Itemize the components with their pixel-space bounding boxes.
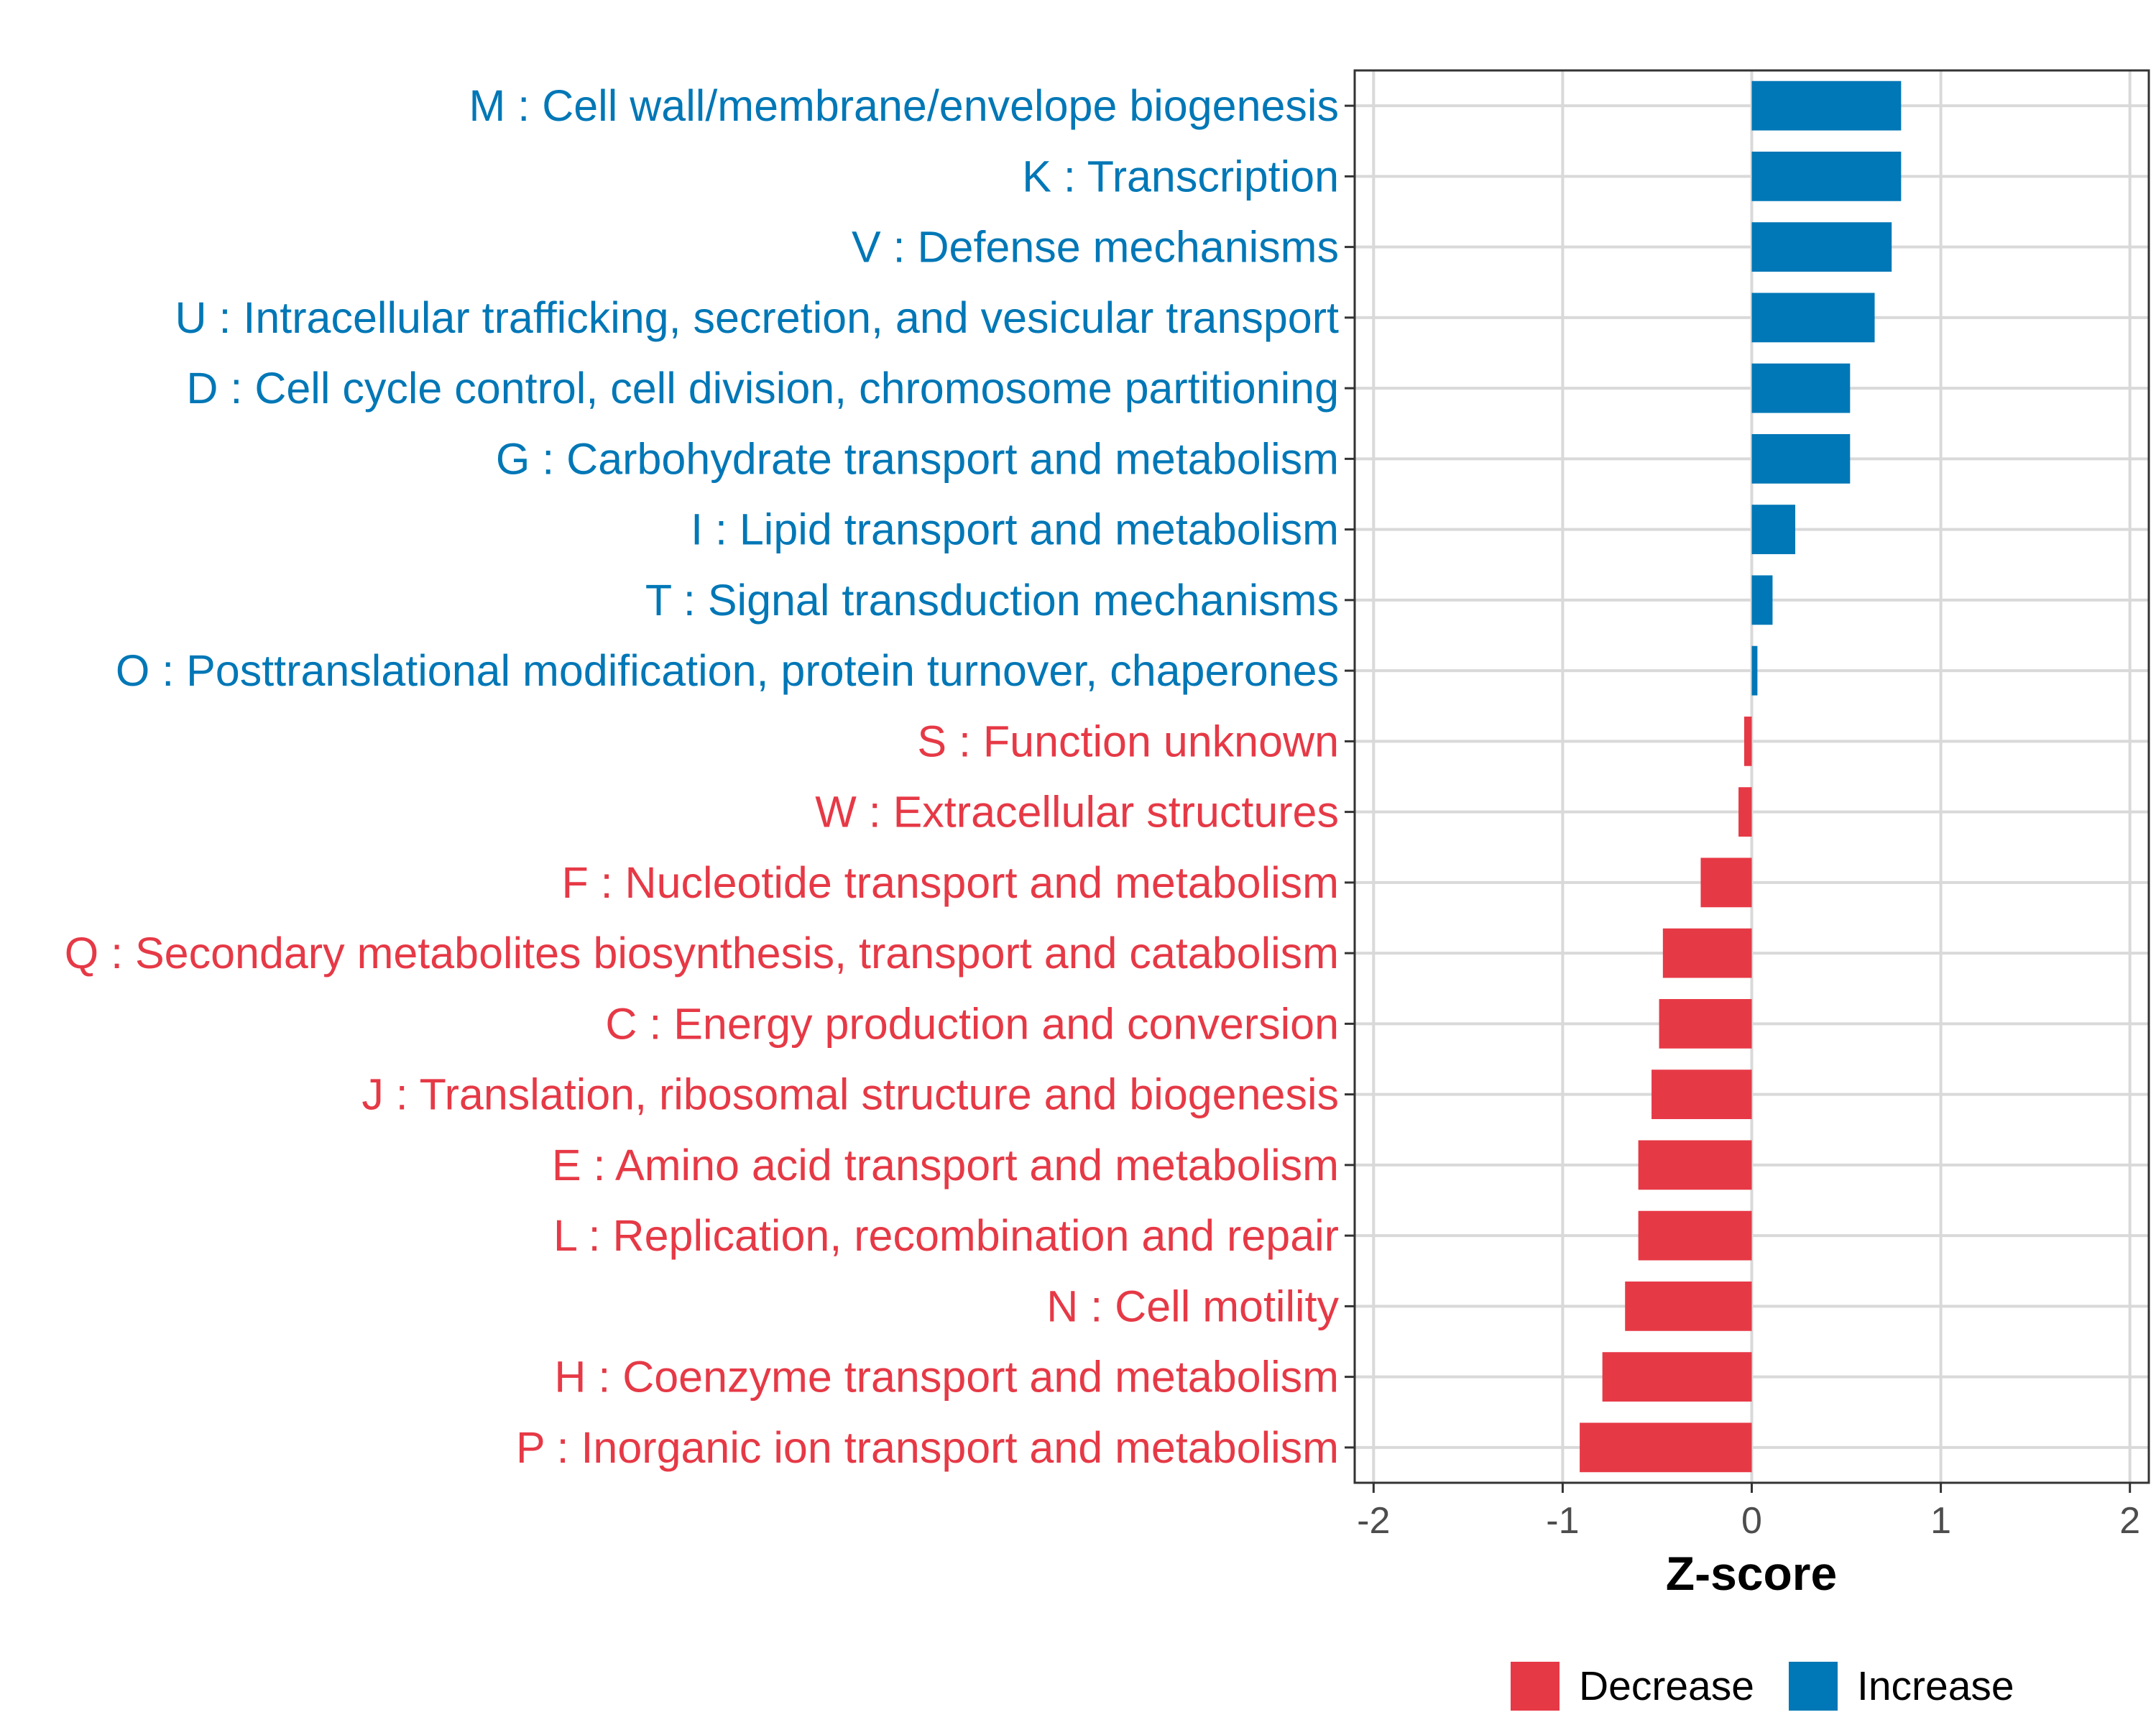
y-axis: M : Cell wall/membrane/envelope biogenes… xyxy=(65,81,1355,1472)
x-tick-label: -1 xyxy=(1546,1500,1579,1542)
legend-key xyxy=(1511,1662,1560,1711)
legend: Decrease Increase xyxy=(1511,1662,2014,1711)
category-label: Q : Secondary metabolites biosynthesis, … xyxy=(65,929,1339,978)
category-label: P : Inorganic ion transport and metaboli… xyxy=(516,1423,1339,1472)
bar xyxy=(1751,222,1892,272)
category-label: V : Defense mechanisms xyxy=(852,223,1339,272)
x-axis: -2 -1 0 1 2 xyxy=(1357,1483,2140,1542)
bar xyxy=(1743,716,1752,766)
category-label: M : Cell wall/membrane/envelope biogenes… xyxy=(469,81,1339,130)
category-label: G : Carbohydrate transport and metabolis… xyxy=(496,434,1339,483)
bar xyxy=(1602,1352,1752,1402)
bar xyxy=(1659,998,1752,1049)
category-label: T : Signal transduction mechanisms xyxy=(645,576,1339,625)
category-label: F : Nucleotide transport and metabolism xyxy=(561,858,1339,907)
x-tick-label: 1 xyxy=(1930,1500,1951,1542)
x-tick-label: 2 xyxy=(2119,1500,2140,1542)
category-label: D : Cell cycle control, cell division, c… xyxy=(186,364,1339,413)
bar xyxy=(1580,1422,1752,1473)
bar xyxy=(1625,1281,1752,1331)
bars xyxy=(1580,80,1902,1473)
category-label: E : Amino acid transport and metabolism xyxy=(552,1141,1339,1190)
category-label: L : Replication, recombination and repai… xyxy=(553,1211,1339,1260)
bar xyxy=(1738,787,1752,837)
bar xyxy=(1638,1210,1752,1261)
bar xyxy=(1751,645,1758,696)
bar xyxy=(1638,1140,1752,1190)
bar xyxy=(1751,151,1902,201)
category-label: W : Extracellular structures xyxy=(815,788,1339,837)
legend-label: Decrease xyxy=(1579,1663,1754,1709)
legend-key xyxy=(1789,1662,1838,1711)
bar xyxy=(1751,575,1773,625)
bar xyxy=(1751,433,1851,484)
bar xyxy=(1751,80,1902,131)
category-label: O : Posttranslational modification, prot… xyxy=(116,646,1339,695)
category-label: I : Lipid transport and metabolism xyxy=(691,505,1339,554)
x-tick-label: 0 xyxy=(1741,1500,1762,1542)
category-label: N : Cell motility xyxy=(1046,1282,1339,1330)
category-label: C : Energy production and conversion xyxy=(605,999,1339,1048)
category-label: U : Intracellular trafficking, secretion… xyxy=(175,293,1340,342)
bar xyxy=(1651,1070,1752,1120)
x-axis-title: Z-score xyxy=(1666,1547,1837,1600)
category-label: K : Transcription xyxy=(1022,152,1339,201)
bar xyxy=(1751,293,1875,343)
bar xyxy=(1751,505,1796,555)
bar xyxy=(1751,363,1851,413)
category-label: J : Translation, ribosomal structure and… xyxy=(361,1070,1339,1119)
category-label: H : Coenzyme transport and metabolism xyxy=(554,1353,1339,1402)
legend-label: Increase xyxy=(1857,1663,2014,1709)
bar xyxy=(1662,928,1752,978)
bar xyxy=(1700,857,1752,908)
x-tick-label: -2 xyxy=(1357,1500,1390,1542)
category-label: S : Function unknown xyxy=(917,717,1339,765)
